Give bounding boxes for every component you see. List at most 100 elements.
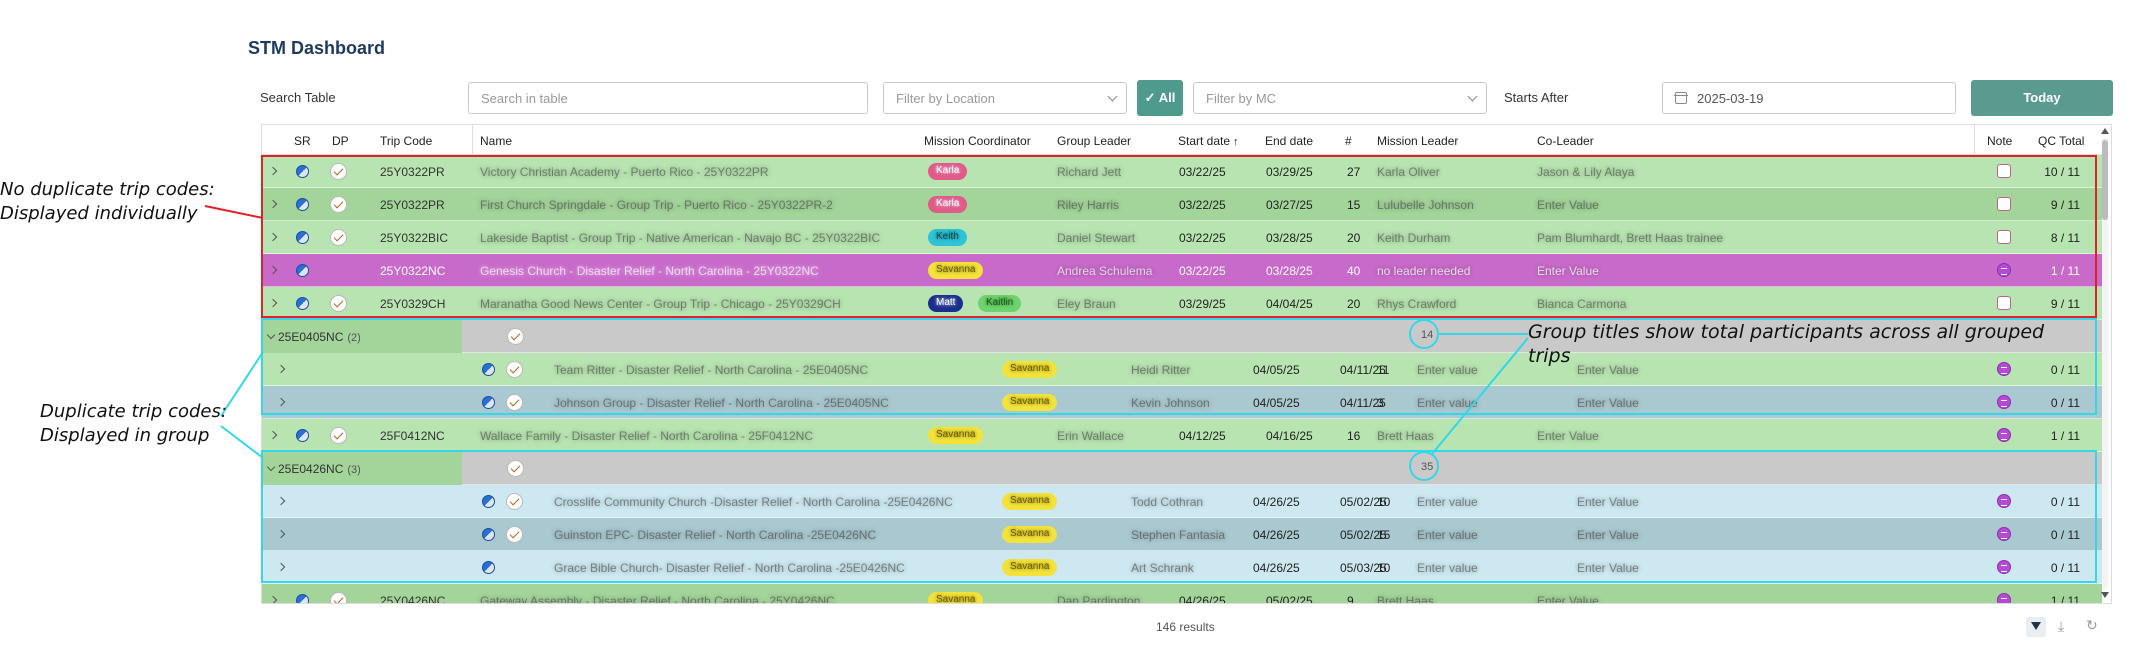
note-icon[interactable] [1997, 593, 2011, 603]
search-input[interactable]: Search in table [468, 82, 868, 114]
end-date: 05/02/25 [1340, 495, 1387, 509]
note-icon[interactable] [1997, 560, 2011, 574]
dp-check-icon [507, 460, 524, 477]
mc-tag[interactable]: Savanna [1002, 493, 1058, 510]
mc-tag[interactable]: Keith [928, 229, 967, 246]
note-icon[interactable] [1997, 527, 2011, 541]
mc-tag[interactable]: Kaitlin [978, 295, 1022, 312]
note-icon[interactable] [1997, 494, 2011, 508]
scroll-thumb[interactable] [2102, 140, 2108, 220]
col-sr[interactable]: SR [294, 134, 311, 148]
col-mission-coordinator[interactable]: Mission Coordinator [924, 134, 1031, 148]
mc-tag[interactable]: Karla [928, 196, 968, 213]
trip-name: Wallace Family - Disaster Relief - North… [480, 429, 813, 443]
group-row[interactable]: 25E0405NC (2) 14 [262, 320, 2102, 353]
participant-count: 16 [1347, 429, 1361, 443]
scroll-up-icon[interactable] [2101, 128, 2109, 134]
table-scrollbar[interactable] [2100, 124, 2110, 604]
dp-check-icon [330, 295, 347, 312]
download-icon[interactable] [2054, 617, 2074, 637]
col-co-leader[interactable]: Co-Leader [1537, 134, 1594, 148]
col-trip-code[interactable]: Trip Code [380, 134, 433, 148]
annotation-no-duplicates: No duplicate trip codes: Displayed indiv… [0, 178, 220, 226]
column-divider [472, 125, 473, 155]
col-group-leader[interactable]: Group Leader [1057, 134, 1132, 148]
group-child-row[interactable]: Grace Bible Church- Disaster Relief - No… [262, 551, 2102, 584]
note-icon[interactable] [1997, 395, 2011, 409]
mc-tag[interactable]: Karla [928, 163, 968, 180]
group-title[interactable]: 25E0426NC (3) [266, 462, 361, 476]
mc-tag[interactable]: Savanna [928, 592, 984, 603]
table-row[interactable]: 25Y0322NC Genesis Church - Disaster Relie… [262, 254, 2102, 287]
qc-total: 0 / 11 [2050, 396, 2080, 410]
group-title[interactable]: 25E0405NC (2) [266, 330, 361, 344]
scroll-down-icon[interactable] [2101, 592, 2109, 598]
note-icon[interactable] [1997, 164, 2011, 178]
dp-check-icon [506, 394, 523, 411]
participant-count: 20 [1347, 231, 1361, 245]
mc-tag[interactable]: Savanna [928, 262, 984, 279]
sr-status-icon [482, 363, 495, 376]
page-title: STM Dashboard [248, 38, 386, 58]
group-title-band [262, 452, 462, 485]
col-name[interactable]: Name [480, 134, 513, 148]
start-date: 03/29/25 [1179, 297, 1226, 311]
mission-leader: Brett Haas [1377, 429, 1434, 443]
mc-tag[interactable]: Matt [928, 295, 964, 312]
participant-count: 10 [1377, 561, 1391, 575]
col-end-date[interactable]: End date [1265, 134, 1314, 148]
mission-leader: Rhys Crawford [1377, 297, 1457, 311]
co-leader: Bianca Carmona [1537, 297, 1627, 311]
col-note[interactable]: Note [1987, 134, 2013, 148]
mc-tag[interactable]: Savanna [1002, 394, 1058, 411]
location-filter-select[interactable]: Filter by Location [883, 82, 1127, 114]
col-dp[interactable]: DP [332, 134, 349, 148]
mc-tag[interactable]: Savanna [1002, 526, 1058, 543]
table-row[interactable]: 25F0412NC Wallace Family - Disaster Relie… [262, 419, 2102, 452]
mc-tag[interactable]: Savanna [1002, 361, 1058, 378]
note-icon[interactable] [1997, 263, 2011, 277]
note-icon[interactable] [1997, 230, 2011, 244]
group-child-row[interactable]: Guinston EPC- Disaster Relief - North Ca… [262, 518, 2102, 551]
mission-leader: Lulubelle Johnson [1377, 198, 1474, 212]
col-start-date[interactable]: Start date ↑ [1178, 134, 1239, 148]
mission-leader: Enter value [1417, 495, 1478, 509]
dp-check-icon [506, 526, 523, 543]
group-child-row[interactable]: Team Ritter - Disaster Relief - North Ca… [262, 353, 2102, 386]
col-qc-total[interactable]: QC Total [2038, 134, 2085, 148]
all-button[interactable]: ✓ All [1137, 80, 1183, 116]
starts-after-date-input[interactable]: 2025-03-19 [1662, 82, 1956, 114]
note-icon[interactable] [1997, 362, 2011, 376]
group-row[interactable]: 25E0426NC (3) 35 [262, 452, 2102, 485]
today-button[interactable]: Today [1971, 80, 2113, 116]
col-mission-leader[interactable]: Mission Leader [1377, 134, 1459, 148]
mission-leader: Brett Haas [1377, 594, 1434, 604]
table-row[interactable]: 25Y0322PR Victory Christian Academy - Pue… [262, 155, 2102, 188]
table-row[interactable]: 25Y0322PR First Church Springdale - Group… [262, 188, 2102, 221]
note-icon[interactable] [1997, 296, 2011, 310]
group-child-row[interactable]: Crosslife Community Church -Disaster Rel… [262, 485, 2102, 518]
mc-tag[interactable]: Savanna [1002, 559, 1058, 576]
col-count[interactable]: # [1345, 134, 1352, 148]
table-row[interactable]: 25Y0329CH Maranatha Good News Center - Gr… [262, 287, 2102, 320]
note-icon[interactable] [1997, 197, 2011, 211]
filter-icon[interactable] [2026, 617, 2046, 637]
co-leader: Enter Value [1537, 264, 1599, 278]
group-highlight-25E0426NC [261, 450, 2097, 583]
table-row[interactable]: 25Y0426NC Gateway Assembly - Disaster Rel… [262, 584, 2102, 604]
qc-total: 8 / 11 [2050, 231, 2080, 245]
refresh-icon[interactable] [2082, 617, 2102, 637]
toolbar: Search Table Search in table Filter by L… [260, 80, 2113, 118]
annotation-duplicates: Duplicate trip codes: Displayed in group [40, 400, 240, 448]
end-date: 04/11/25 [1340, 396, 1386, 410]
table-row[interactable]: 25Y0322BIC Lakeside Baptist - Group Trip … [262, 221, 2102, 254]
end-date: 05/03/25 [1340, 561, 1387, 575]
group-leader: Dan Pardington [1057, 594, 1141, 604]
starts-after-label: Starts After [1504, 90, 1569, 105]
note-icon[interactable] [1997, 428, 2011, 442]
mc-filter-select[interactable]: Filter by MC [1193, 82, 1487, 114]
group-leader: Erin Wallace [1057, 429, 1124, 443]
mc-tag[interactable]: Savanna [928, 427, 984, 444]
group-leader: Stephen Fantasia [1131, 528, 1226, 542]
